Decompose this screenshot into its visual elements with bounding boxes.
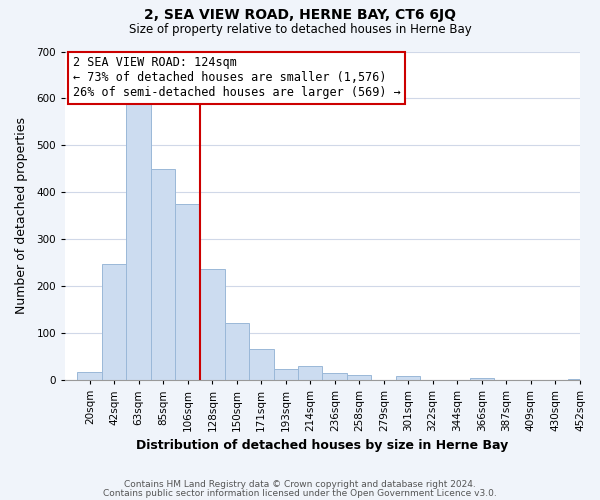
Bar (151, 169, 175, 380)
Bar (396, 376, 420, 380)
Bar (225, 323, 249, 380)
X-axis label: Distribution of detached houses by size in Herne Bay: Distribution of detached houses by size … (136, 440, 509, 452)
Bar (274, 369, 298, 380)
Text: 2 SEA VIEW ROAD: 124sqm
← 73% of detached houses are smaller (1,576)
26% of semi: 2 SEA VIEW ROAD: 124sqm ← 73% of detache… (73, 56, 400, 100)
Bar (200, 269, 225, 380)
Y-axis label: Number of detached properties: Number of detached properties (15, 118, 28, 314)
Bar (249, 348, 274, 380)
Text: 2, SEA VIEW ROAD, HERNE BAY, CT6 6JQ: 2, SEA VIEW ROAD, HERNE BAY, CT6 6JQ (144, 8, 456, 22)
Bar (347, 376, 371, 380)
Text: Contains public sector information licensed under the Open Government Licence v3: Contains public sector information licen… (103, 489, 497, 498)
Bar (568, 378, 592, 380)
Bar (322, 374, 347, 380)
Text: Size of property relative to detached houses in Herne Bay: Size of property relative to detached ho… (128, 22, 472, 36)
Text: Contains HM Land Registry data © Crown copyright and database right 2024.: Contains HM Land Registry data © Crown c… (124, 480, 476, 489)
Bar (126, 104, 151, 380)
Bar (175, 204, 200, 380)
Bar (77, 372, 103, 380)
Bar (103, 264, 126, 380)
Bar (470, 378, 494, 380)
Bar (298, 366, 322, 380)
